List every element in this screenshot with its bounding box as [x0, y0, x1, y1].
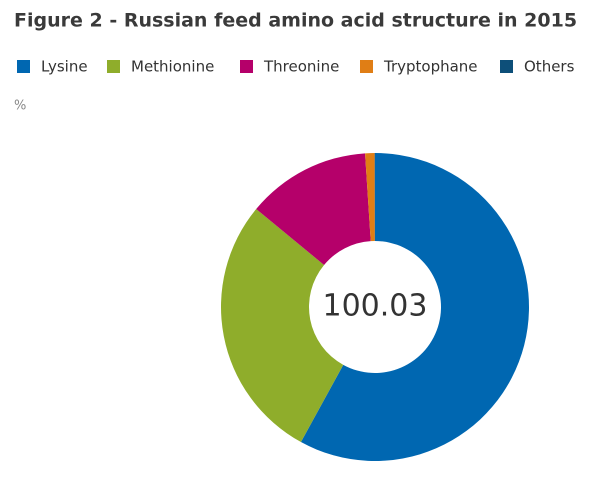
legend-swatch: [17, 60, 30, 73]
unit-label: %: [14, 99, 26, 114]
legend-swatch: [500, 60, 513, 73]
legend-swatch: [240, 60, 253, 73]
legend-label: Others: [524, 58, 575, 76]
legend-swatch: [107, 60, 120, 73]
legend-swatch: [360, 60, 373, 73]
donut-segment: [300, 153, 529, 461]
donut-segment: [365, 153, 375, 242]
legend-label: Threonine: [263, 58, 339, 76]
donut-segment: [256, 153, 371, 266]
legend-label: Methionine: [131, 58, 214, 76]
legend-label: Lysine: [41, 58, 88, 76]
center-label: 100.03: [323, 289, 428, 324]
legend-label: Tryptophane: [383, 58, 478, 76]
chart-title: Figure 2 - Russian feed amino acid struc…: [14, 10, 577, 32]
donut-segment: [221, 209, 344, 443]
